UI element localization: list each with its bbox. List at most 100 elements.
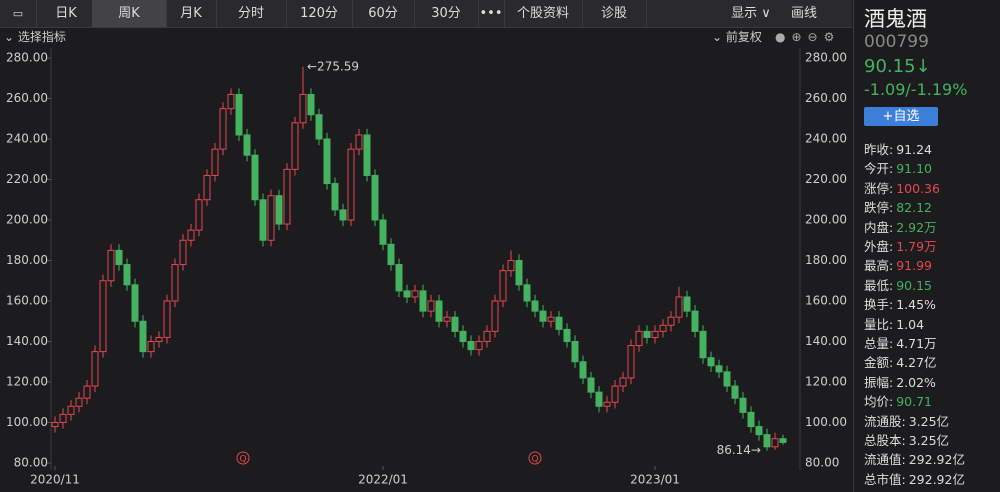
candle-body: [211, 148, 219, 176]
stat-row: 量比: 1.04: [864, 314, 924, 333]
candle-body: [267, 195, 275, 241]
candle-body: [475, 341, 483, 351]
candle-body: [507, 260, 515, 272]
stat-value: 91.24: [896, 142, 933, 157]
y-tick-label: 140.00: [6, 334, 48, 348]
stat-row: 涨停: 100.36: [864, 178, 940, 197]
adjust-select[interactable]: ⌄ 前复权: [712, 30, 762, 44]
candle-body: [403, 290, 411, 298]
candle-body: [323, 138, 331, 185]
stat-label: 总股本:: [864, 433, 906, 448]
x-tick-label: 2022/01: [358, 473, 408, 487]
candle-body: [523, 284, 531, 302]
tab[interactable]: 120分: [286, 0, 353, 27]
candle-body: [531, 300, 539, 312]
x-tick-label: 2020/11: [30, 473, 80, 487]
candle-body: [131, 284, 139, 322]
tab[interactable]: 个股资料: [504, 0, 583, 27]
candle-body: [163, 300, 171, 338]
indicator-bar: ⌄ 选择指标 ⌄ 前复权 ●⊕⊖⚙: [0, 28, 852, 46]
candle-body: [243, 134, 251, 156]
tab[interactable]: 60分: [352, 0, 415, 27]
candle-body: [155, 336, 163, 343]
candle-body: [731, 385, 739, 399]
toolbar-button[interactable]: 画线: [790, 6, 817, 21]
candle-body: [555, 316, 563, 330]
stat-value: 91.99: [896, 258, 933, 274]
quarter-marker: [236, 451, 250, 465]
candle-body: [419, 290, 427, 312]
y-tick-label-right: 280.00: [805, 51, 847, 65]
stock-name: 酒鬼酒: [864, 7, 927, 31]
candle-body: [627, 345, 635, 379]
change: -1.09/-1.19%: [864, 80, 968, 99]
zoom-icons[interactable]: ●⊕⊖⚙: [775, 30, 841, 44]
candle-body: [619, 377, 627, 387]
candle-body: [75, 397, 83, 407]
candle-body: [315, 114, 323, 140]
stat-row: 均价: 90.71: [864, 391, 932, 410]
tab[interactable]: 30分: [414, 0, 479, 27]
y-tick-label-right: 140.00: [805, 334, 847, 348]
candle-body: [747, 411, 755, 428]
y-tick-label: 260.00: [6, 91, 48, 105]
stat-value: 1.45%: [896, 297, 936, 313]
candle-body: [171, 264, 179, 302]
candle-body: [667, 316, 675, 326]
y-tick-label: 160.00: [6, 294, 48, 308]
annotation: ←275.59: [307, 59, 359, 73]
quarter-marker: [528, 451, 542, 465]
tab[interactable]: •••: [478, 0, 505, 27]
candle-body: [347, 148, 355, 221]
candle-body: [179, 239, 187, 266]
candle-body: [379, 219, 387, 245]
candle-body: [59, 413, 67, 423]
candle-body: [723, 371, 731, 387]
indicator-select[interactable]: ⌄ 选择指标: [4, 30, 66, 44]
stat-value: 91.10: [896, 161, 933, 177]
stat-value: 2.92万: [896, 219, 937, 235]
menu-icon[interactable]: ▭: [0, 0, 37, 27]
stat-row: 外盘: 1.79万: [864, 236, 937, 255]
candle-body: [691, 310, 699, 332]
y-tick-label-right: 160.00: [805, 294, 847, 308]
stat-label: 换手:: [864, 297, 894, 313]
candle-body: [363, 134, 371, 176]
candle-body: [187, 229, 195, 241]
stat-value: 1.79万: [896, 239, 937, 254]
quarter-label: Q: [531, 455, 538, 465]
stat-row: 最低: 90.15: [864, 275, 932, 294]
toolbar-button[interactable]: 显示 ∨: [731, 6, 771, 21]
stat-value: 4.27亿: [896, 355, 937, 371]
candle-body: [651, 330, 659, 338]
stat-value: 90.71: [896, 394, 933, 410]
candle-body: [467, 341, 475, 351]
candle-body: [395, 264, 403, 292]
y-tick-label: 80.00: [14, 456, 48, 470]
chart: 80.00 80.00 100.00 100.00 120.00 120.00 140.00…: [6, 48, 847, 487]
tab[interactable]: 诊股: [582, 0, 647, 27]
add-watchlist-button[interactable]: +自选: [864, 107, 938, 126]
stat-value: 82.12: [896, 200, 933, 216]
stat-label: 涨停:: [864, 180, 894, 196]
candle-body: [251, 154, 259, 201]
stat-label: 金额:: [864, 355, 894, 371]
stat-label: 跌停:: [864, 200, 894, 216]
candle-body: [203, 174, 211, 201]
candle-body: [331, 183, 339, 211]
candle-body: [355, 134, 363, 150]
tab[interactable]: 周K: [92, 0, 167, 27]
tab[interactable]: 月K: [166, 0, 217, 27]
y-tick-label-right: 180.00: [805, 253, 847, 267]
candle-body: [659, 324, 667, 332]
y-tick-label-right: 100.00: [805, 415, 847, 429]
candle-body: [275, 195, 283, 225]
stat-row: 总量: 4.71万: [864, 333, 937, 352]
tab[interactable]: 分时: [216, 0, 287, 27]
candle-body: [547, 316, 555, 322]
stat-label: 最高:: [864, 258, 894, 274]
stat-label: 最低:: [864, 277, 894, 293]
x-tick-label: 2023/01: [630, 473, 680, 487]
y-tick-label: 180.00: [6, 253, 48, 267]
